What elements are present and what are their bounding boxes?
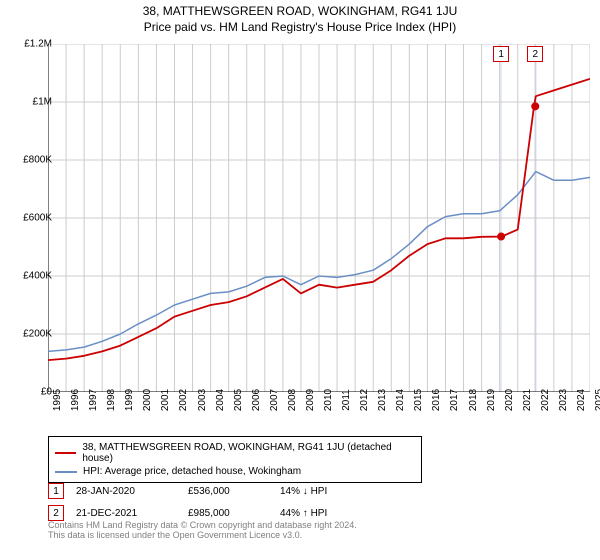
x-axis-tick-label: 2022	[540, 389, 551, 411]
y-axis-tick-label: £1.2M	[24, 39, 52, 50]
sale-marker: 1	[48, 483, 64, 499]
legend-box: 38, MATTHEWSGREEN ROAD, WOKINGHAM, RG41 …	[48, 436, 422, 483]
sales-annotations: 1 28-JAN-2020 £536,000 14% ↓ HPI 2 21-DE…	[48, 480, 588, 524]
x-axis-tick-label: 2007	[269, 389, 280, 411]
sale-marker: 2	[48, 505, 64, 521]
sale-date: 28-JAN-2020	[76, 486, 176, 497]
footer-line1: Contains HM Land Registry data © Crown c…	[48, 520, 357, 530]
x-axis-tick-label: 2013	[377, 389, 388, 411]
x-axis-tick-label: 2005	[233, 389, 244, 411]
x-axis-tick-label: 2004	[215, 389, 226, 411]
x-axis-tick-label: 2008	[287, 389, 298, 411]
legend-swatch	[55, 452, 76, 454]
x-axis-tick-label: 2009	[305, 389, 316, 411]
x-axis-tick-label: 1997	[88, 389, 99, 411]
sale-price: £985,000	[188, 508, 268, 519]
chart-container: 38, MATTHEWSGREEN ROAD, WOKINGHAM, RG41 …	[0, 0, 600, 560]
sale-delta: 14% ↓ HPI	[280, 486, 360, 497]
x-axis-tick-label: 2023	[558, 389, 569, 411]
chart-annotation-marker: 2	[527, 46, 543, 62]
x-axis-tick-label: 2011	[341, 389, 352, 411]
x-axis-tick-label: 2016	[431, 389, 442, 411]
sale-marker-num: 1	[53, 486, 59, 497]
y-axis-tick-label: £800K	[23, 155, 52, 166]
x-axis-tick-label: 2025	[594, 389, 600, 411]
title-block: 38, MATTHEWSGREEN ROAD, WOKINGHAM, RG41 …	[0, 0, 600, 34]
x-axis-tick-label: 2018	[468, 389, 479, 411]
sale-delta: 44% ↑ HPI	[280, 508, 360, 519]
x-axis-tick-label: 2021	[522, 389, 533, 411]
chart-svg	[48, 44, 590, 392]
sale-row: 1 28-JAN-2020 £536,000 14% ↓ HPI	[48, 480, 588, 502]
footer-line2: This data is licensed under the Open Gov…	[48, 530, 357, 540]
x-axis-tick-label: 2020	[504, 389, 515, 411]
chart-annotation-marker: 1	[493, 46, 509, 62]
legend-swatch	[55, 471, 77, 473]
x-axis-tick-label: 1996	[70, 389, 81, 411]
sale-marker-num: 2	[53, 508, 59, 519]
x-axis-tick-label: 2014	[395, 389, 406, 411]
x-axis-tick-label: 2006	[251, 389, 262, 411]
chart-title-line1: 38, MATTHEWSGREEN ROAD, WOKINGHAM, RG41 …	[0, 4, 600, 18]
x-axis-tick-label: 2015	[413, 389, 424, 411]
y-axis-tick-label: £400K	[23, 271, 52, 282]
y-axis-tick-label: £1M	[33, 97, 52, 108]
x-axis-tick-label: 2024	[576, 389, 587, 411]
legend-label: 38, MATTHEWSGREEN ROAD, WOKINGHAM, RG41 …	[82, 442, 415, 464]
x-axis-tick-label: 2019	[486, 389, 497, 411]
sale-price: £536,000	[188, 486, 268, 497]
legend-item: 38, MATTHEWSGREEN ROAD, WOKINGHAM, RG41 …	[55, 441, 415, 465]
x-axis-tick-label: 2002	[178, 389, 189, 411]
y-axis-tick-label: £600K	[23, 213, 52, 224]
x-axis-tick-label: 2003	[197, 389, 208, 411]
x-axis-tick-label: 1998	[106, 389, 117, 411]
y-axis-tick-label: £200K	[23, 329, 52, 340]
x-axis-tick-label: 1999	[124, 389, 135, 411]
x-axis-tick-label: 1995	[52, 389, 63, 411]
legend-label: HPI: Average price, detached house, Woki…	[83, 466, 301, 477]
sale-date: 21-DEC-2021	[76, 508, 176, 519]
legend-item: HPI: Average price, detached house, Woki…	[55, 465, 415, 478]
x-axis-tick-label: 2012	[359, 389, 370, 411]
x-axis-tick-label: 2017	[449, 389, 460, 411]
footer-attribution: Contains HM Land Registry data © Crown c…	[48, 520, 357, 540]
chart-title-line2: Price paid vs. HM Land Registry's House …	[0, 20, 600, 34]
x-axis-tick-label: 2001	[160, 389, 171, 411]
y-axis-tick-label: £0	[41, 387, 52, 398]
chart-plot-area	[48, 44, 590, 392]
x-axis-tick-label: 2010	[323, 389, 334, 411]
x-axis-tick-label: 2000	[142, 389, 153, 411]
